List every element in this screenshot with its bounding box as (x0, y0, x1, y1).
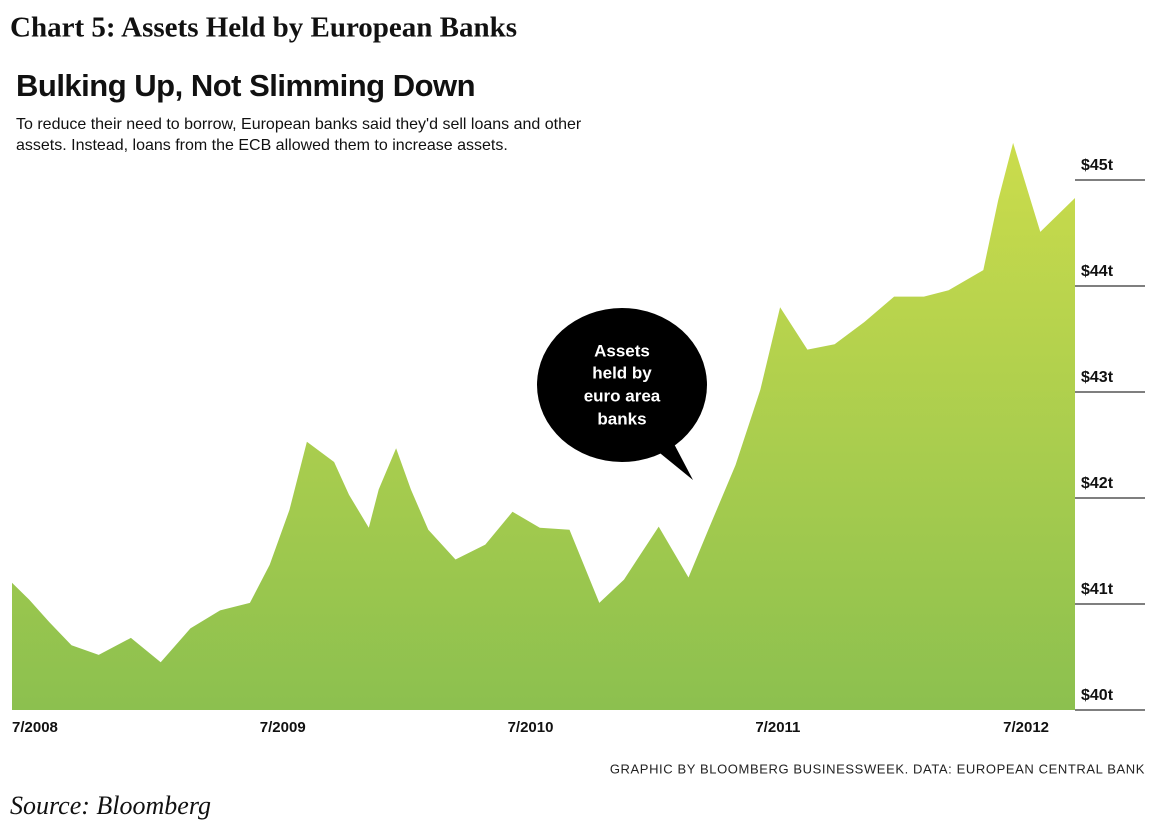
annotation: Assets held by euro area banks (537, 308, 707, 480)
annotation-text: euro area (584, 386, 661, 405)
subtitle: assets. Instead, loans from the ECB allo… (16, 137, 508, 154)
y-tick-label: $42t (1081, 475, 1114, 492)
credit: GRAPHIC BY BLOOMBERG BUSINESSWEEK. DATA:… (610, 761, 1145, 776)
source: Source: Bloomberg (10, 791, 211, 820)
header: Chart 5: Assets Held by European Banks (10, 12, 517, 44)
annotation-text: Assets (594, 341, 650, 360)
x-tick-label: 7/2012 (1003, 719, 1049, 736)
y-tick-label: $45t (1081, 157, 1114, 174)
x-tick-label: 7/2009 (260, 719, 306, 736)
subtitle: To reduce their need to borrow, European… (16, 116, 582, 133)
callout-bubble (537, 308, 707, 462)
x-tick-label: 7/2011 (755, 719, 800, 736)
annotation-text: held by (592, 363, 652, 382)
chart-title: Bulking Up, Not Slimming Down (16, 68, 475, 103)
plot-area (12, 142, 1075, 710)
annotation-text: banks (597, 409, 646, 428)
y-tick-label: $41t (1081, 581, 1114, 598)
area (12, 142, 1075, 710)
x-tick-label: 7/2008 (12, 719, 58, 736)
y-tick-label: $44t (1081, 263, 1114, 280)
y-tick-label: $43t (1081, 369, 1114, 386)
x-tick-label: 7/2010 (508, 719, 554, 736)
y-tick-label: $40t (1081, 687, 1114, 704)
